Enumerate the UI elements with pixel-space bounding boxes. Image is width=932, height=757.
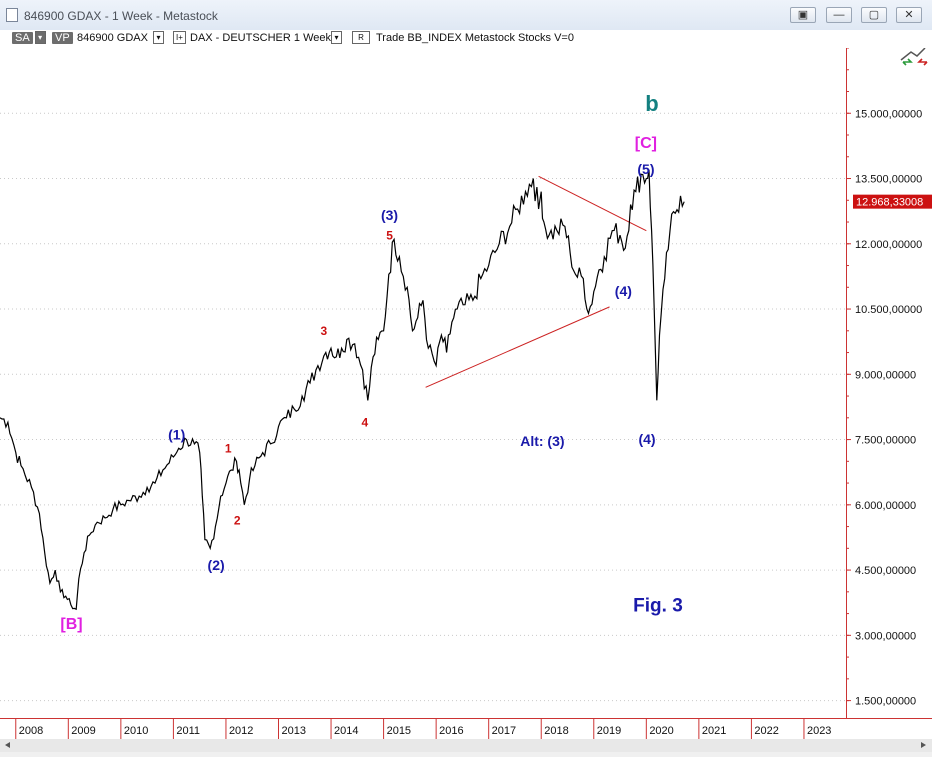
window-title: 846900 GDAX - 1 Week - Metastock bbox=[24, 9, 218, 23]
r-label: R bbox=[352, 31, 370, 44]
price-axis[interactable]: 1.500,00000 3.000,00000 4.500,00000 6.000,0… bbox=[846, 47, 932, 718]
x-tick-label: 2018 bbox=[544, 725, 568, 737]
wave-label: b bbox=[645, 91, 658, 116]
wave-label: 1 bbox=[225, 442, 232, 456]
wave-label: Fig. 3 bbox=[633, 595, 683, 616]
x-tick-label: 2013 bbox=[281, 725, 305, 737]
x-tick-label: 2019 bbox=[597, 725, 621, 737]
trendline bbox=[425, 306, 610, 388]
wave-label: (2) bbox=[208, 557, 225, 573]
wave-label: 3 bbox=[321, 324, 328, 338]
drawing-tool-icon[interactable] bbox=[900, 47, 928, 66]
wave-label: 5 bbox=[386, 228, 393, 242]
x-tick-label: 2008 bbox=[19, 725, 43, 737]
x-tick-label: 2010 bbox=[124, 725, 148, 737]
price-axis-labels: 1.500,00000 3.000,00000 4.500,00000 6.000,0… bbox=[847, 47, 932, 708]
scroll-right-arrow-icon[interactable] bbox=[921, 742, 926, 748]
close-button[interactable]: ✕ bbox=[896, 7, 922, 23]
y-tick-label: 10.500,00000 bbox=[855, 304, 922, 316]
x-tick-label: 2011 bbox=[176, 725, 200, 737]
y-tick-label: 3.000,00000 bbox=[855, 630, 916, 642]
sa-label: SA bbox=[12, 32, 33, 44]
wave-label: (5) bbox=[637, 161, 654, 177]
wave-label: (4) bbox=[615, 283, 632, 299]
window-titlebar: 846900 GDAX - 1 Week - Metastock ▣ — ▢ ✕ bbox=[0, 0, 932, 31]
wave-label: [C] bbox=[635, 135, 657, 152]
wave-label: (1) bbox=[168, 427, 185, 443]
r-dropdown[interactable]: R bbox=[350, 31, 370, 46]
instrument-info: DAX - DEUTSCHER 1 Week bbox=[190, 32, 331, 44]
metastock-app-icon bbox=[6, 8, 18, 22]
y-tick-label: 9.000,00000 bbox=[855, 369, 916, 381]
y-tick-label: 6.000,00000 bbox=[855, 500, 916, 512]
vp-button[interactable]: VP bbox=[52, 31, 73, 46]
y-tick-label: 1.500,00000 bbox=[855, 696, 916, 708]
price-series-line bbox=[0, 169, 685, 611]
wave-label: [B] bbox=[60, 616, 82, 633]
date-axis[interactable]: 2008 2009 2010 2011 2012 2013 2014 2015 2016 2017… bbox=[0, 718, 932, 740]
periodicity-dropdown[interactable]: ▾ bbox=[329, 31, 342, 46]
wave-label: (3) bbox=[381, 207, 398, 223]
price-plot-area[interactable]: b [C] (5) (3) 5 3 4 (1) 1 2 (2) [B] Alt: (3) (4) (4) Fi… bbox=[0, 48, 846, 718]
wave-label: (4) bbox=[638, 431, 655, 447]
symbol-label: 846900 GDAX bbox=[77, 32, 148, 44]
chevron-down-icon: ▾ bbox=[331, 31, 342, 44]
vp-label: VP bbox=[52, 32, 73, 44]
wave-label: Alt: (3) bbox=[520, 433, 564, 449]
chart-toolbar: SA ▾ VP 846900 GDAX ▾ I+ DAX - DEUTSCHER … bbox=[0, 30, 932, 48]
y-tick-label: 13.500,00000 bbox=[855, 174, 922, 186]
chart-options-button[interactable]: ▣ bbox=[790, 7, 816, 23]
y-tick-label: 7.500,00000 bbox=[855, 435, 916, 447]
wave-label: 2 bbox=[234, 513, 241, 527]
x-tick-label: 2012 bbox=[229, 725, 253, 737]
last-price-label: 12.968,33008 bbox=[856, 197, 923, 209]
x-tick-label: 2021 bbox=[702, 725, 726, 737]
x-tick-label: 2020 bbox=[649, 725, 673, 737]
x-tick-label: 2016 bbox=[439, 725, 463, 737]
x-tick-label: 2017 bbox=[492, 725, 516, 737]
price-chart[interactable]: b [C] (5) (3) 5 3 4 (1) 1 2 (2) [B] Alt: (3) (4) (4) Fi… bbox=[0, 48, 846, 718]
date-axis-labels: 2008 2009 2010 2011 2012 2013 2014 2015 2016 2017… bbox=[15, 719, 831, 740]
y-tick-label: 12.000,00000 bbox=[855, 239, 922, 251]
trade-info: Trade BB_INDEX Metastock Stocks V=0 bbox=[376, 32, 574, 44]
last-price-badge bbox=[853, 194, 932, 209]
y-tick-label: 15.000,00000 bbox=[855, 108, 922, 120]
x-tick-label: 2023 bbox=[807, 725, 831, 737]
bar-type-icon: I+ bbox=[173, 31, 186, 44]
chart-type-dropdown[interactable]: I+ bbox=[171, 31, 186, 46]
minimize-button[interactable]: — bbox=[826, 7, 852, 23]
x-tick-label: 2009 bbox=[71, 725, 95, 737]
symbol-dropdown[interactable]: ▾ bbox=[151, 31, 164, 46]
horizontal-scrollbar[interactable] bbox=[0, 739, 932, 752]
sa-selector[interactable]: SA ▾ bbox=[12, 31, 46, 46]
chevron-down-icon: ▾ bbox=[153, 31, 164, 44]
x-tick-label: 2014 bbox=[334, 725, 358, 737]
wave-label: 4 bbox=[362, 416, 369, 430]
scroll-left-arrow-icon[interactable] bbox=[5, 742, 10, 748]
maximize-button[interactable]: ▢ bbox=[861, 7, 887, 23]
x-tick-label: 2022 bbox=[754, 725, 778, 737]
y-tick-label: 4.500,00000 bbox=[855, 565, 916, 577]
chevron-down-icon: ▾ bbox=[34, 31, 46, 44]
trendline bbox=[538, 175, 647, 232]
x-tick-label: 2015 bbox=[387, 725, 411, 737]
